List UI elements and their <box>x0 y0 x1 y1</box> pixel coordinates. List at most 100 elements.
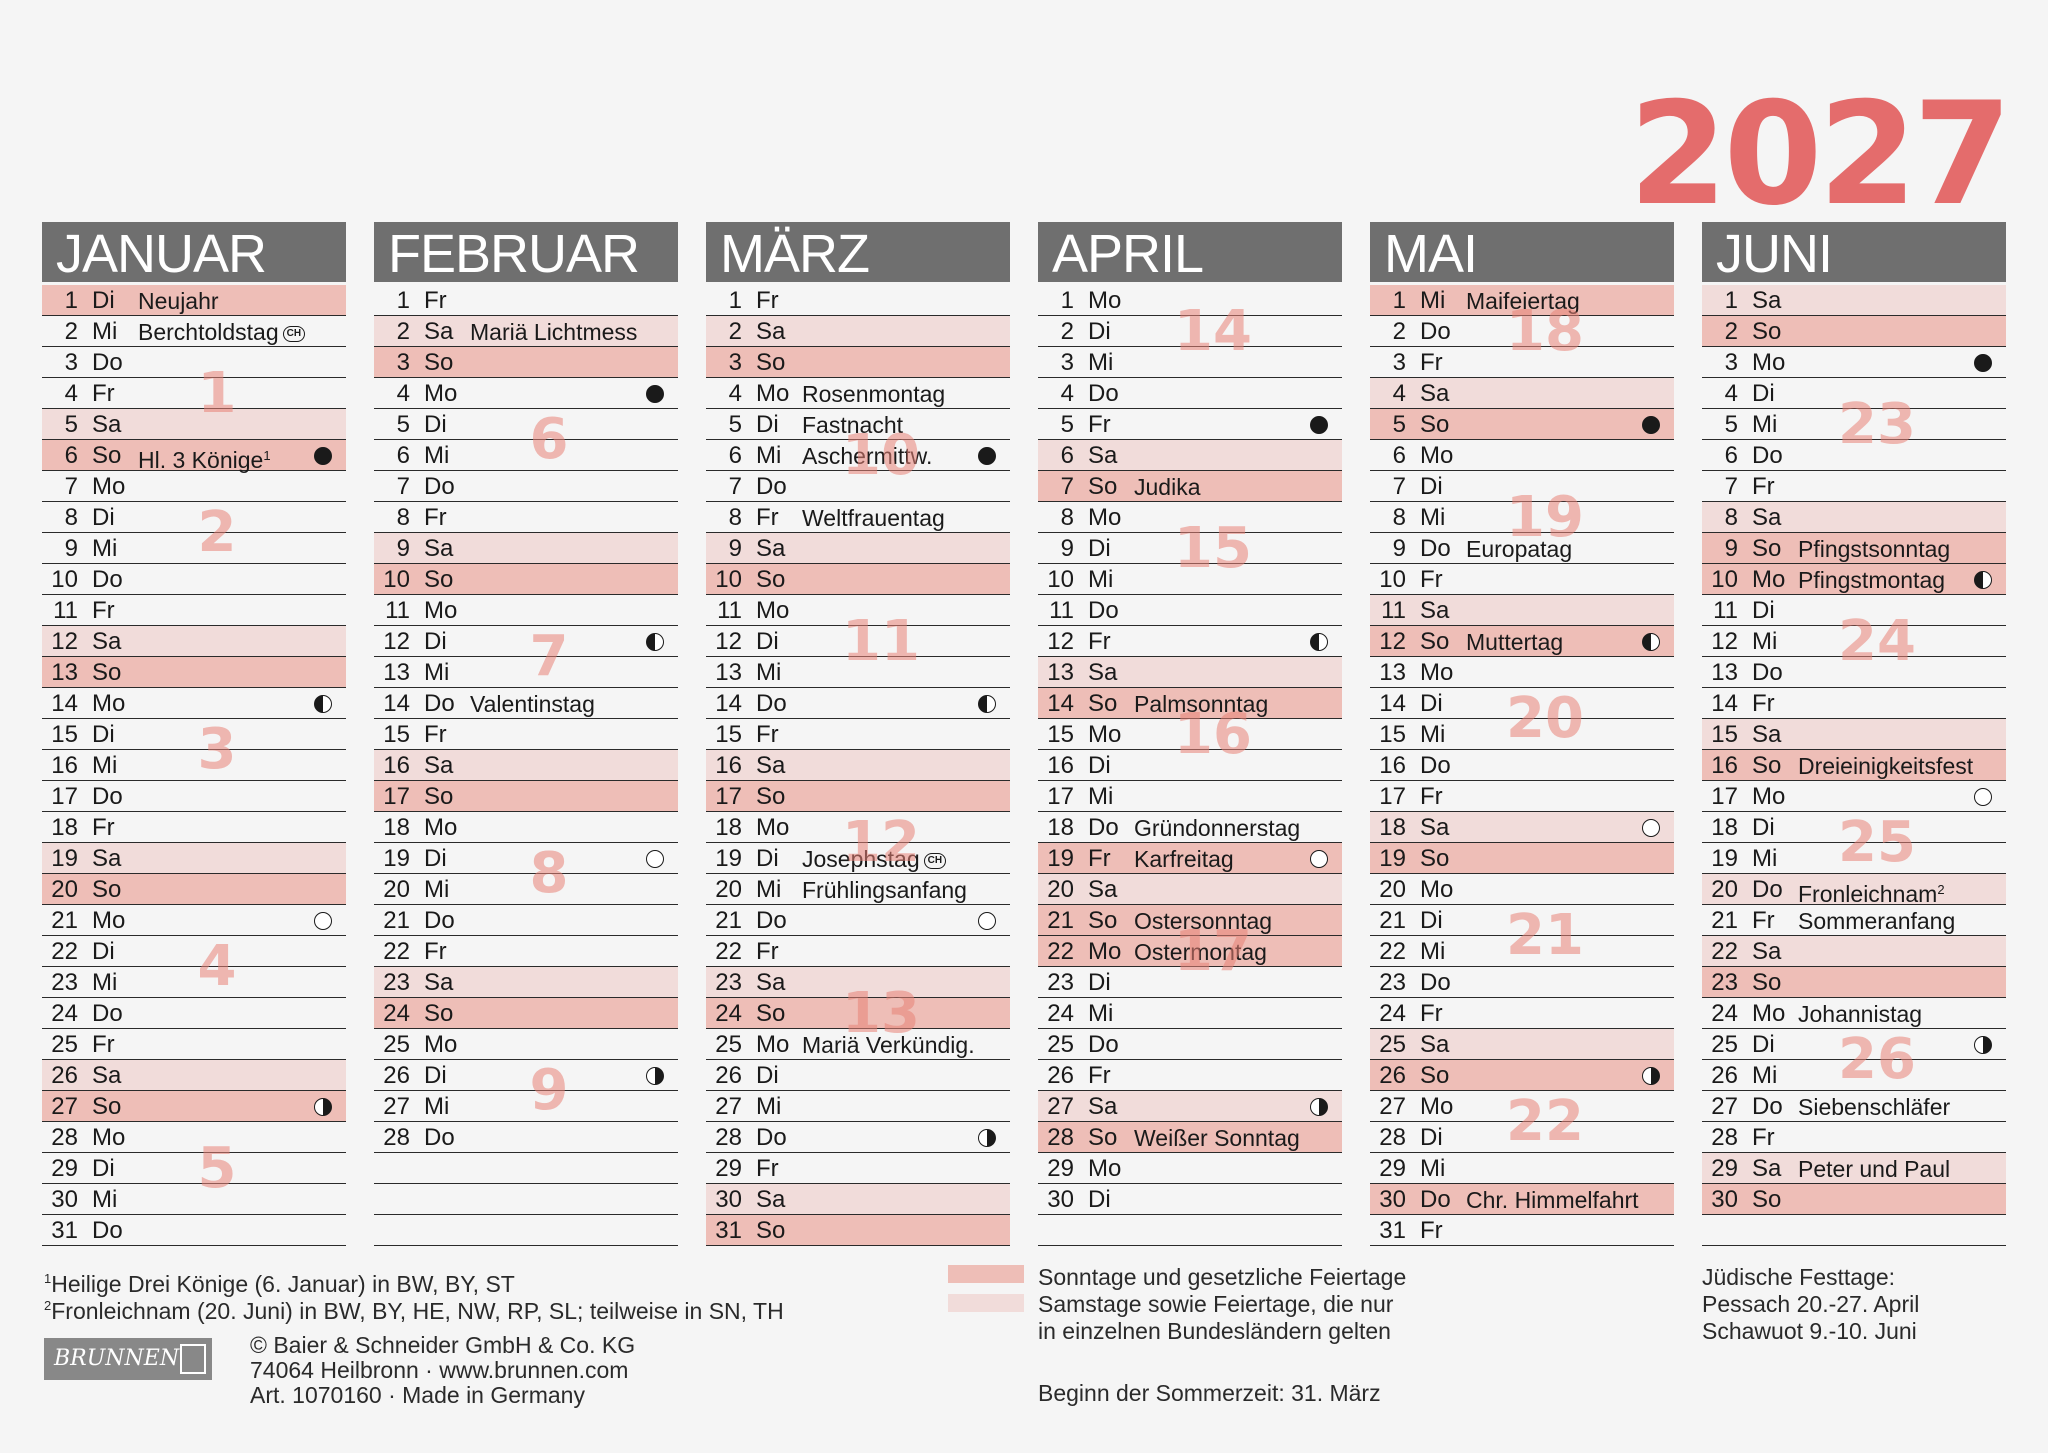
weekday: Do <box>1420 1186 1451 1213</box>
last-quarter-moon-icon <box>314 695 332 713</box>
day-row: 26 Di <box>374 1060 678 1091</box>
day-number: 3 <box>396 349 410 376</box>
holiday-label: Weltfrauentag <box>802 502 945 534</box>
day-row: 27 So <box>42 1091 346 1122</box>
weekday: Fr <box>92 597 115 624</box>
day-number: 8 <box>728 504 742 531</box>
weekday: Mi <box>424 442 450 469</box>
day-row: 23 Sa <box>706 967 1010 998</box>
footnote-1-mark: 1 <box>44 1271 52 1286</box>
weekday: Mo <box>424 380 458 407</box>
day-row: 22 Fr <box>374 936 678 967</box>
day-number: 8 <box>1060 504 1074 531</box>
weekday: Mo <box>1088 287 1122 314</box>
day-number: 19 <box>1711 845 1738 872</box>
weekday: Mo <box>92 690 126 717</box>
day-row: 14 So Palmsonntag <box>1038 688 1342 719</box>
day-number: 2 <box>1724 318 1738 345</box>
weekday: So <box>424 1000 454 1027</box>
day-number: 18 <box>383 814 410 841</box>
day-row: 24 Do <box>42 998 346 1029</box>
holiday-label: Pfingstsonntag <box>1798 533 1950 565</box>
weekday: Do <box>1752 442 1783 469</box>
holiday-name: Ostersonntag <box>1134 908 1273 934</box>
day-row: 26 Sa <box>42 1060 346 1091</box>
holiday-label: Pfingstmontag <box>1798 564 1945 596</box>
day-row: 1 Mo <box>1038 285 1342 316</box>
day-number: 29 <box>1047 1155 1074 1182</box>
day-row: 29 Mo <box>1038 1153 1342 1184</box>
day-row: 5 Di Fastnacht <box>706 409 1010 440</box>
day-number: 6 <box>1392 442 1406 469</box>
day-row: 23 Sa <box>374 967 678 998</box>
holiday-label: Frühlingsanfang <box>802 874 967 906</box>
day-row: 23 Do <box>1370 967 1674 998</box>
day-number: 9 <box>1060 535 1074 562</box>
weekday: Mo <box>756 597 790 624</box>
weekday: Fr <box>1420 566 1443 593</box>
weekday: So <box>1752 969 1782 996</box>
day-number: 20 <box>383 876 410 903</box>
day-row: 14 Do Valentinstag <box>374 688 678 719</box>
weekday: Mo <box>1752 1000 1786 1027</box>
day-row: 2 Sa Mariä Lichtmess <box>374 316 678 347</box>
holiday-name: Pfingstsonntag <box>1798 536 1951 562</box>
day-number: 29 <box>1711 1155 1738 1182</box>
day-row: 9 Do Europatag <box>1370 533 1674 564</box>
jewish-holidays-title: Jüdische Festtage: <box>1702 1264 1896 1290</box>
weekday: Mi <box>92 318 118 345</box>
weekday: So <box>1088 473 1118 500</box>
weekday: Sa <box>756 535 786 562</box>
day-row: 5 So <box>1370 409 1674 440</box>
day-row: 8 Fr <box>374 502 678 533</box>
footnote-1: 1Heilige Drei Könige (6. Januar) in BW, … <box>44 1265 515 1298</box>
weekday: So <box>1752 535 1782 562</box>
day-row: 10 Fr <box>1370 564 1674 595</box>
weekday: Fr <box>1752 1124 1775 1151</box>
day-number: 3 <box>728 349 742 376</box>
month-header: MÄRZ <box>706 222 1010 284</box>
day-row: 1 Di Neujahr <box>42 285 346 316</box>
brunnen-logo: BRUNNEN <box>44 1338 212 1380</box>
weekday: Sa <box>424 318 454 345</box>
weekday: Fr <box>756 938 779 965</box>
holiday-label: Palmsonntag <box>1134 688 1268 720</box>
first-quarter-moon-icon <box>1310 1098 1328 1116</box>
day-number: 28 <box>51 1124 78 1151</box>
day-number: 8 <box>1724 504 1738 531</box>
day-row: 18 Di <box>1702 812 2006 843</box>
day-number: 22 <box>715 938 742 965</box>
holiday-name: Gründonnerstag <box>1134 815 1301 841</box>
day-row: 17 Mi <box>1038 781 1342 812</box>
day-number: 20 <box>1047 876 1074 903</box>
day-row: 23 Di <box>1038 967 1342 998</box>
day-number: 22 <box>1047 938 1074 965</box>
day-number: 12 <box>1379 628 1406 655</box>
day-number: 19 <box>51 845 78 872</box>
day-number: 9 <box>728 535 742 562</box>
day-row: 22 Mo Ostermontag <box>1038 936 1342 967</box>
footnote-2-text: Fronleichnam (20. Juni) in BW, BY, HE, N… <box>51 1298 784 1324</box>
day-number: 15 <box>51 721 78 748</box>
holiday-name: Chr. Himmelfahrt <box>1466 1187 1639 1213</box>
weekday: Fr <box>1420 783 1443 810</box>
holiday-label: Hl. 3 Könige1 <box>138 440 271 476</box>
day-list: 1 Mo 2 Di 3 Mi 4 Do 5 Fr 6 Sa 7 So Judika 8 Mo 9 Di 10 Mi 11 D… <box>1038 285 1342 1246</box>
last-quarter-moon-icon <box>646 633 664 651</box>
holiday-name: Aschermittw. <box>802 443 933 469</box>
weekday: Mo <box>756 380 790 407</box>
holiday-label: Neujahr <box>138 285 219 317</box>
day-row: 15 Fr <box>374 719 678 750</box>
brunnen-logo-mark-icon <box>180 1344 206 1374</box>
day-row: 21 Do <box>706 905 1010 936</box>
weekday: Fr <box>1752 690 1775 717</box>
weekday: Di <box>424 1062 447 1089</box>
day-row: 30 Do Chr. Himmelfahrt <box>1370 1184 1674 1215</box>
day-number: 10 <box>1047 566 1074 593</box>
day-number: 21 <box>1711 907 1738 934</box>
weekday: Do <box>756 690 787 717</box>
day-row: 30 Sa <box>706 1184 1010 1215</box>
day-row: 20 Mi <box>374 874 678 905</box>
day-number: 13 <box>1379 659 1406 686</box>
weekday: Do <box>1420 535 1451 562</box>
